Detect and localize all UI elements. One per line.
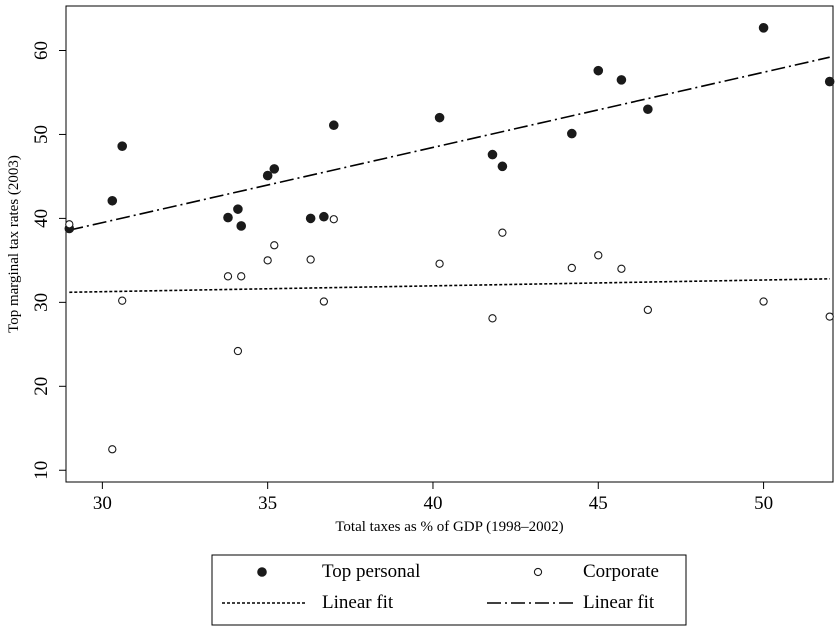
corporate-point [825, 312, 834, 321]
y-tick-label: 50 [31, 125, 52, 144]
legend-filled-circle-icon [257, 567, 267, 577]
top-personal-point [497, 161, 508, 172]
top-personal-point [223, 212, 233, 223]
legend-box [211, 554, 687, 626]
corporate-point [498, 228, 507, 237]
top-personal-point [758, 23, 769, 33]
corporate-point [759, 297, 768, 306]
plot-area [65, 5, 834, 483]
top-personal-point [262, 170, 273, 181]
y-tick-label: 20 [31, 377, 52, 396]
corporate-fit-line [69, 278, 830, 294]
corporate-point [319, 297, 329, 306]
top-personal-point [107, 195, 118, 206]
corporate-point [643, 305, 653, 315]
corporate-point [108, 445, 117, 454]
plot-frame [65, 5, 834, 483]
x-tick-label: 30 [93, 493, 112, 514]
corporate-point [488, 314, 497, 323]
y-tick-label: 10 [31, 461, 52, 480]
top-personal-point [593, 65, 604, 76]
y-axis-label: Top marginal tax rates (2003) [6, 155, 22, 333]
corporate-point [594, 251, 603, 260]
corporate-point [617, 264, 626, 273]
y-axis: 10 20 30 40 50 60 [31, 41, 66, 480]
y-tick-label: 40 [31, 209, 52, 228]
legend-label: Linear fit [583, 592, 655, 613]
top-personal-point [117, 141, 128, 151]
corporate-point [567, 263, 576, 273]
x-tick-label: 50 [754, 493, 773, 514]
corporate-point [223, 272, 233, 281]
x-axis-label: Total taxes as % of GDP (1998–2002) [335, 519, 563, 535]
top-personal-point [269, 164, 280, 174]
corporate-point [270, 241, 279, 250]
legend: Top personal Corporate Linear fit Linear fi… [211, 554, 687, 626]
corporate-point [306, 255, 315, 264]
top-personal-point [319, 211, 329, 222]
x-tick-label: 45 [589, 493, 608, 514]
y-tick-label: 30 [31, 293, 52, 312]
corporate-point [435, 259, 444, 268]
corporate-point [263, 256, 272, 265]
legend-label: Corporate [583, 561, 659, 582]
legend-open-circle-icon [533, 567, 543, 577]
top-personal-point [487, 149, 498, 160]
top-personal-point [616, 75, 627, 85]
top-personal-point [236, 221, 247, 231]
fit-lines [69, 56, 830, 294]
corporate-point [118, 296, 127, 305]
top-personal-point [824, 76, 835, 87]
x-tick-label: 35 [258, 493, 277, 514]
corporate-point [237, 272, 246, 281]
top-personal-point [643, 104, 653, 115]
legend-label: Linear fit [322, 592, 394, 613]
top-personal-point [434, 112, 445, 123]
y-tick-label: 60 [31, 41, 52, 60]
corporate-point [65, 220, 74, 229]
x-axis: 30 35 40 45 50 [93, 482, 773, 514]
x-tick-label: 40 [423, 493, 442, 514]
corporate-point [329, 215, 338, 224]
data-markers [64, 23, 835, 454]
corporate-point [233, 346, 243, 356]
top-personal-point [233, 204, 243, 214]
top-personal-point [567, 128, 577, 139]
legend-label: Top personal [322, 561, 420, 582]
top-personal-fit-line [69, 56, 830, 231]
top-personal-point [305, 213, 316, 224]
top-personal-point [328, 120, 339, 131]
